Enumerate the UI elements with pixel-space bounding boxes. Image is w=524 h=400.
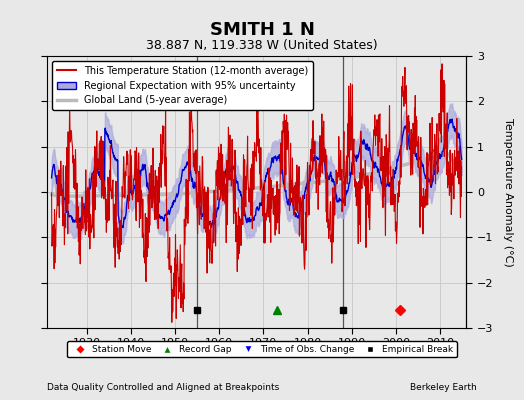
Y-axis label: Temperature Anomaly (°C): Temperature Anomaly (°C): [503, 118, 512, 266]
Text: Data Quality Controlled and Aligned at Breakpoints: Data Quality Controlled and Aligned at B…: [47, 383, 279, 392]
Text: SMITH 1 N: SMITH 1 N: [210, 21, 314, 39]
Text: Berkeley Earth: Berkeley Earth: [410, 383, 477, 392]
Legend: Station Move, Record Gap, Time of Obs. Change, Empirical Break: Station Move, Record Gap, Time of Obs. C…: [67, 341, 457, 358]
Legend: This Temperature Station (12-month average), Regional Expectation with 95% uncer: This Temperature Station (12-month avera…: [52, 61, 313, 110]
Text: 38.887 N, 119.338 W (United States): 38.887 N, 119.338 W (United States): [146, 40, 378, 52]
